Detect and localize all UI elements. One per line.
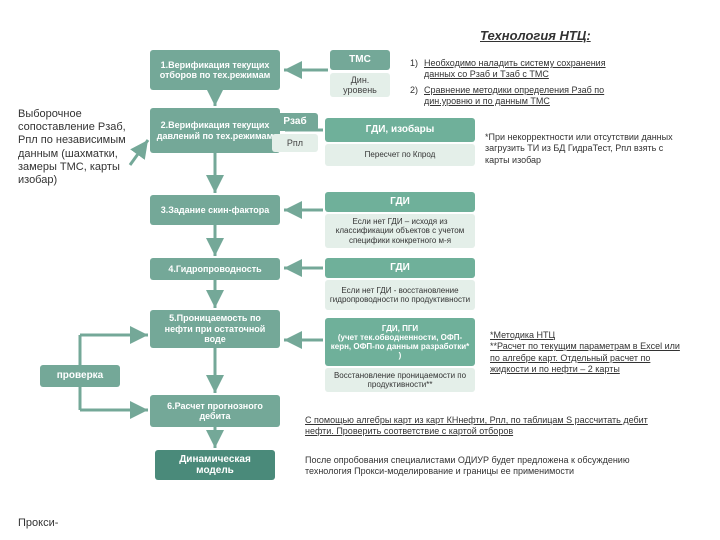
- ol-1: 1): [410, 58, 424, 69]
- gdi-4-sub: Восстановление проницаемости по продукти…: [325, 368, 475, 392]
- step-3: 3.Задание скин-фактора: [150, 195, 280, 225]
- step-4: 4.Гидропроводность: [150, 258, 280, 280]
- bottom-note-2: После опробования специалистами ОДИУР бу…: [305, 455, 665, 478]
- bottom-note-1: С помощью алгебры карт из карт КНнефти, …: [305, 415, 665, 438]
- rlist1: Необходимо наладить систему сохранения д…: [424, 58, 624, 81]
- gdi-1-sub: Пересчет по Кпрод: [325, 144, 475, 166]
- step-5: 5.Проницаемость по нефти при остаточной …: [150, 310, 280, 348]
- gdi-2-sub: Если нет ГДИ – исходя из классификации о…: [325, 214, 475, 248]
- gdi-2: ГДИ: [325, 192, 475, 212]
- proksi-text: Прокси-: [18, 517, 58, 530]
- final-model-box: Динамическая модель: [155, 450, 275, 480]
- pzab-tag: Pзаб: [272, 113, 318, 131]
- rlist2: Сравнение методики определения Pзаб по д…: [424, 85, 624, 108]
- gdi-3: ГДИ: [325, 258, 475, 278]
- right-note-1: *При некорректности или отсутствии данны…: [485, 132, 685, 166]
- dyn-tag: Дин. уровень: [330, 73, 390, 97]
- tech-title: Технология НТЦ:: [480, 28, 591, 43]
- right-list: 1)Необходимо наладить систему сохранения…: [410, 58, 640, 107]
- gdi-1: ГДИ, изобары: [325, 118, 475, 142]
- step-2: 2.Верификация текущих давлений по тех.ре…: [150, 108, 280, 153]
- step-1: 1.Верификация текущих отборов по тех.реж…: [150, 50, 280, 90]
- step-6: 6.Расчет прогнозного дебита: [150, 395, 280, 427]
- gdi-4: ГДИ, ПГИ (учет тек.обводненности, ОФП-ке…: [325, 318, 475, 366]
- tms-tag: ТМС: [330, 50, 390, 70]
- proverka-box: проверка: [40, 365, 120, 387]
- ol-2: 2): [410, 85, 424, 96]
- gdi-3-sub: Если нет ГДИ - восстановление гидропрово…: [325, 280, 475, 310]
- left-note: Выборочное сопоставление Pзаб, Pпл по не…: [18, 108, 128, 187]
- right-note-2: *Методика НТЦ **Расчет по текущим параме…: [490, 330, 690, 375]
- ppl-tag: Pпл: [272, 134, 318, 152]
